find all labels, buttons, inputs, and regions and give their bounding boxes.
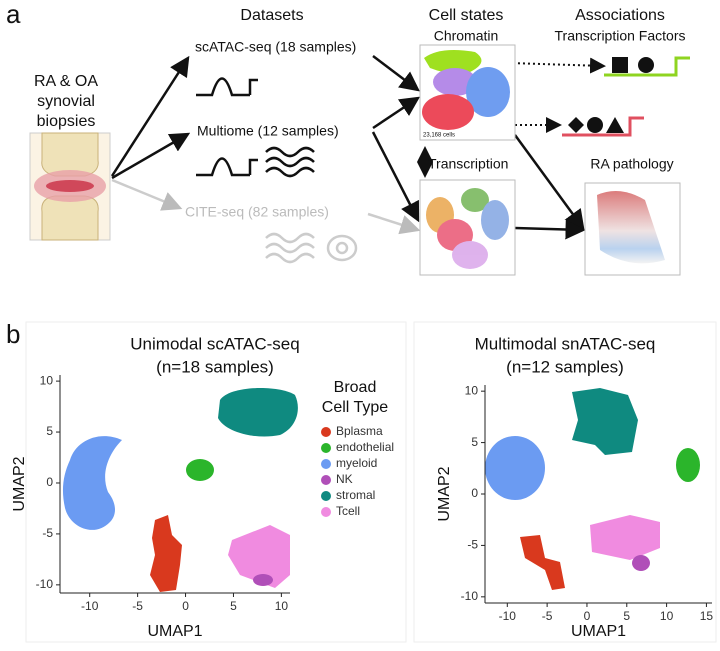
y-tick-label: -10 <box>36 577 54 591</box>
x-tick-label: 5 <box>230 599 237 613</box>
x-axis-label: UMAP1 <box>147 623 202 640</box>
legend-label: Tcell <box>336 504 360 518</box>
cluster <box>632 555 650 571</box>
legend-label: Bplasma <box>336 424 383 438</box>
dataset: scATAC-seq (18 samples) <box>195 39 356 55</box>
y-tick-label: 10 <box>40 373 54 387</box>
plot-frame <box>25 321 407 643</box>
y-tick-label: -5 <box>42 526 53 540</box>
x-tick-label: -5 <box>132 599 143 613</box>
cell-count: 23,168 cells <box>423 133 455 139</box>
joint-illustration <box>29 132 111 241</box>
sample-label: synovial <box>37 93 95 110</box>
icons <box>265 232 358 264</box>
plot-frame <box>413 321 717 643</box>
x-tick-label: -10 <box>81 599 99 613</box>
x-tick-label: 0 <box>182 599 189 613</box>
cluster <box>676 448 700 482</box>
legend-label: myeloid <box>336 456 377 470</box>
cluster <box>186 459 214 481</box>
y-tick-label: 0 <box>471 486 478 500</box>
sample-label: RA & OA <box>34 73 98 90</box>
icons <box>196 77 315 178</box>
legend-title: Cell Type <box>322 399 389 416</box>
cluster <box>62 436 122 530</box>
dataset: CITE-seq (82 samples) <box>185 204 329 220</box>
y-tick-label: 5 <box>471 435 478 449</box>
plot-title: (n=18 samples) <box>156 357 274 376</box>
x-tick-label: -5 <box>542 609 553 623</box>
ra-cells <box>597 191 665 264</box>
chromatin-clusters <box>422 50 510 130</box>
header: Datasets <box>240 7 303 24</box>
clusters-right <box>485 388 700 590</box>
y-tick-label: -10 <box>461 589 479 603</box>
cluster <box>253 574 273 586</box>
label: RA pathology <box>590 156 673 172</box>
y-tick-label: 0 <box>46 475 53 489</box>
x-tick-label: 0 <box>584 609 591 623</box>
cluster <box>572 388 638 455</box>
label: Chromatin <box>434 28 499 44</box>
tf-green <box>604 56 690 77</box>
cluster <box>485 436 545 500</box>
legend-label: NK <box>336 472 353 486</box>
legend-title: Broad <box>334 379 377 396</box>
cluster <box>520 535 565 590</box>
legend-swatch <box>321 443 331 453</box>
x-tick-label: 5 <box>623 609 630 623</box>
legend-swatch <box>321 491 331 501</box>
tf-red <box>562 116 644 137</box>
y-tick-label: 5 <box>46 424 53 438</box>
header: Cell states <box>429 7 504 24</box>
label: Transcription Factors <box>555 28 686 44</box>
y-tick-label: 10 <box>465 383 479 397</box>
legend-label: endothelial <box>336 440 394 454</box>
x-tick-label: 15 <box>700 609 714 623</box>
legend-swatch <box>321 507 331 517</box>
cluster <box>218 388 298 437</box>
y-axis-label: UMAP2 <box>436 466 453 521</box>
legend-swatch <box>321 459 331 469</box>
plot-title: Unimodal scATAC-seq <box>130 334 299 353</box>
x-tick-label: 10 <box>660 609 674 623</box>
legend-swatch <box>321 475 331 485</box>
y-axis-label: UMAP2 <box>11 456 28 511</box>
plot-title: (n=12 samples) <box>506 357 624 376</box>
dataset: Multiome (12 samples) <box>197 123 339 139</box>
transcription-clusters <box>426 188 509 269</box>
legend-swatch <box>321 427 331 437</box>
clusters-left <box>62 388 298 592</box>
x-tick-label: 10 <box>275 599 289 613</box>
x-axis-label: UMAP1 <box>571 623 626 640</box>
cluster <box>590 515 660 560</box>
y-tick-label: -5 <box>467 538 478 552</box>
x-tick-label: -10 <box>499 609 517 623</box>
cluster <box>150 515 182 592</box>
panel-label: a <box>6 0 21 29</box>
plot-title: Multimodal snATAC-seq <box>475 334 656 353</box>
panel-label: b <box>6 319 20 349</box>
sample-label: biopsies <box>37 113 96 130</box>
header: Associations <box>575 7 665 24</box>
legend-label: stromal <box>336 488 375 502</box>
cluster <box>228 525 290 588</box>
label: Transcription <box>428 156 508 172</box>
